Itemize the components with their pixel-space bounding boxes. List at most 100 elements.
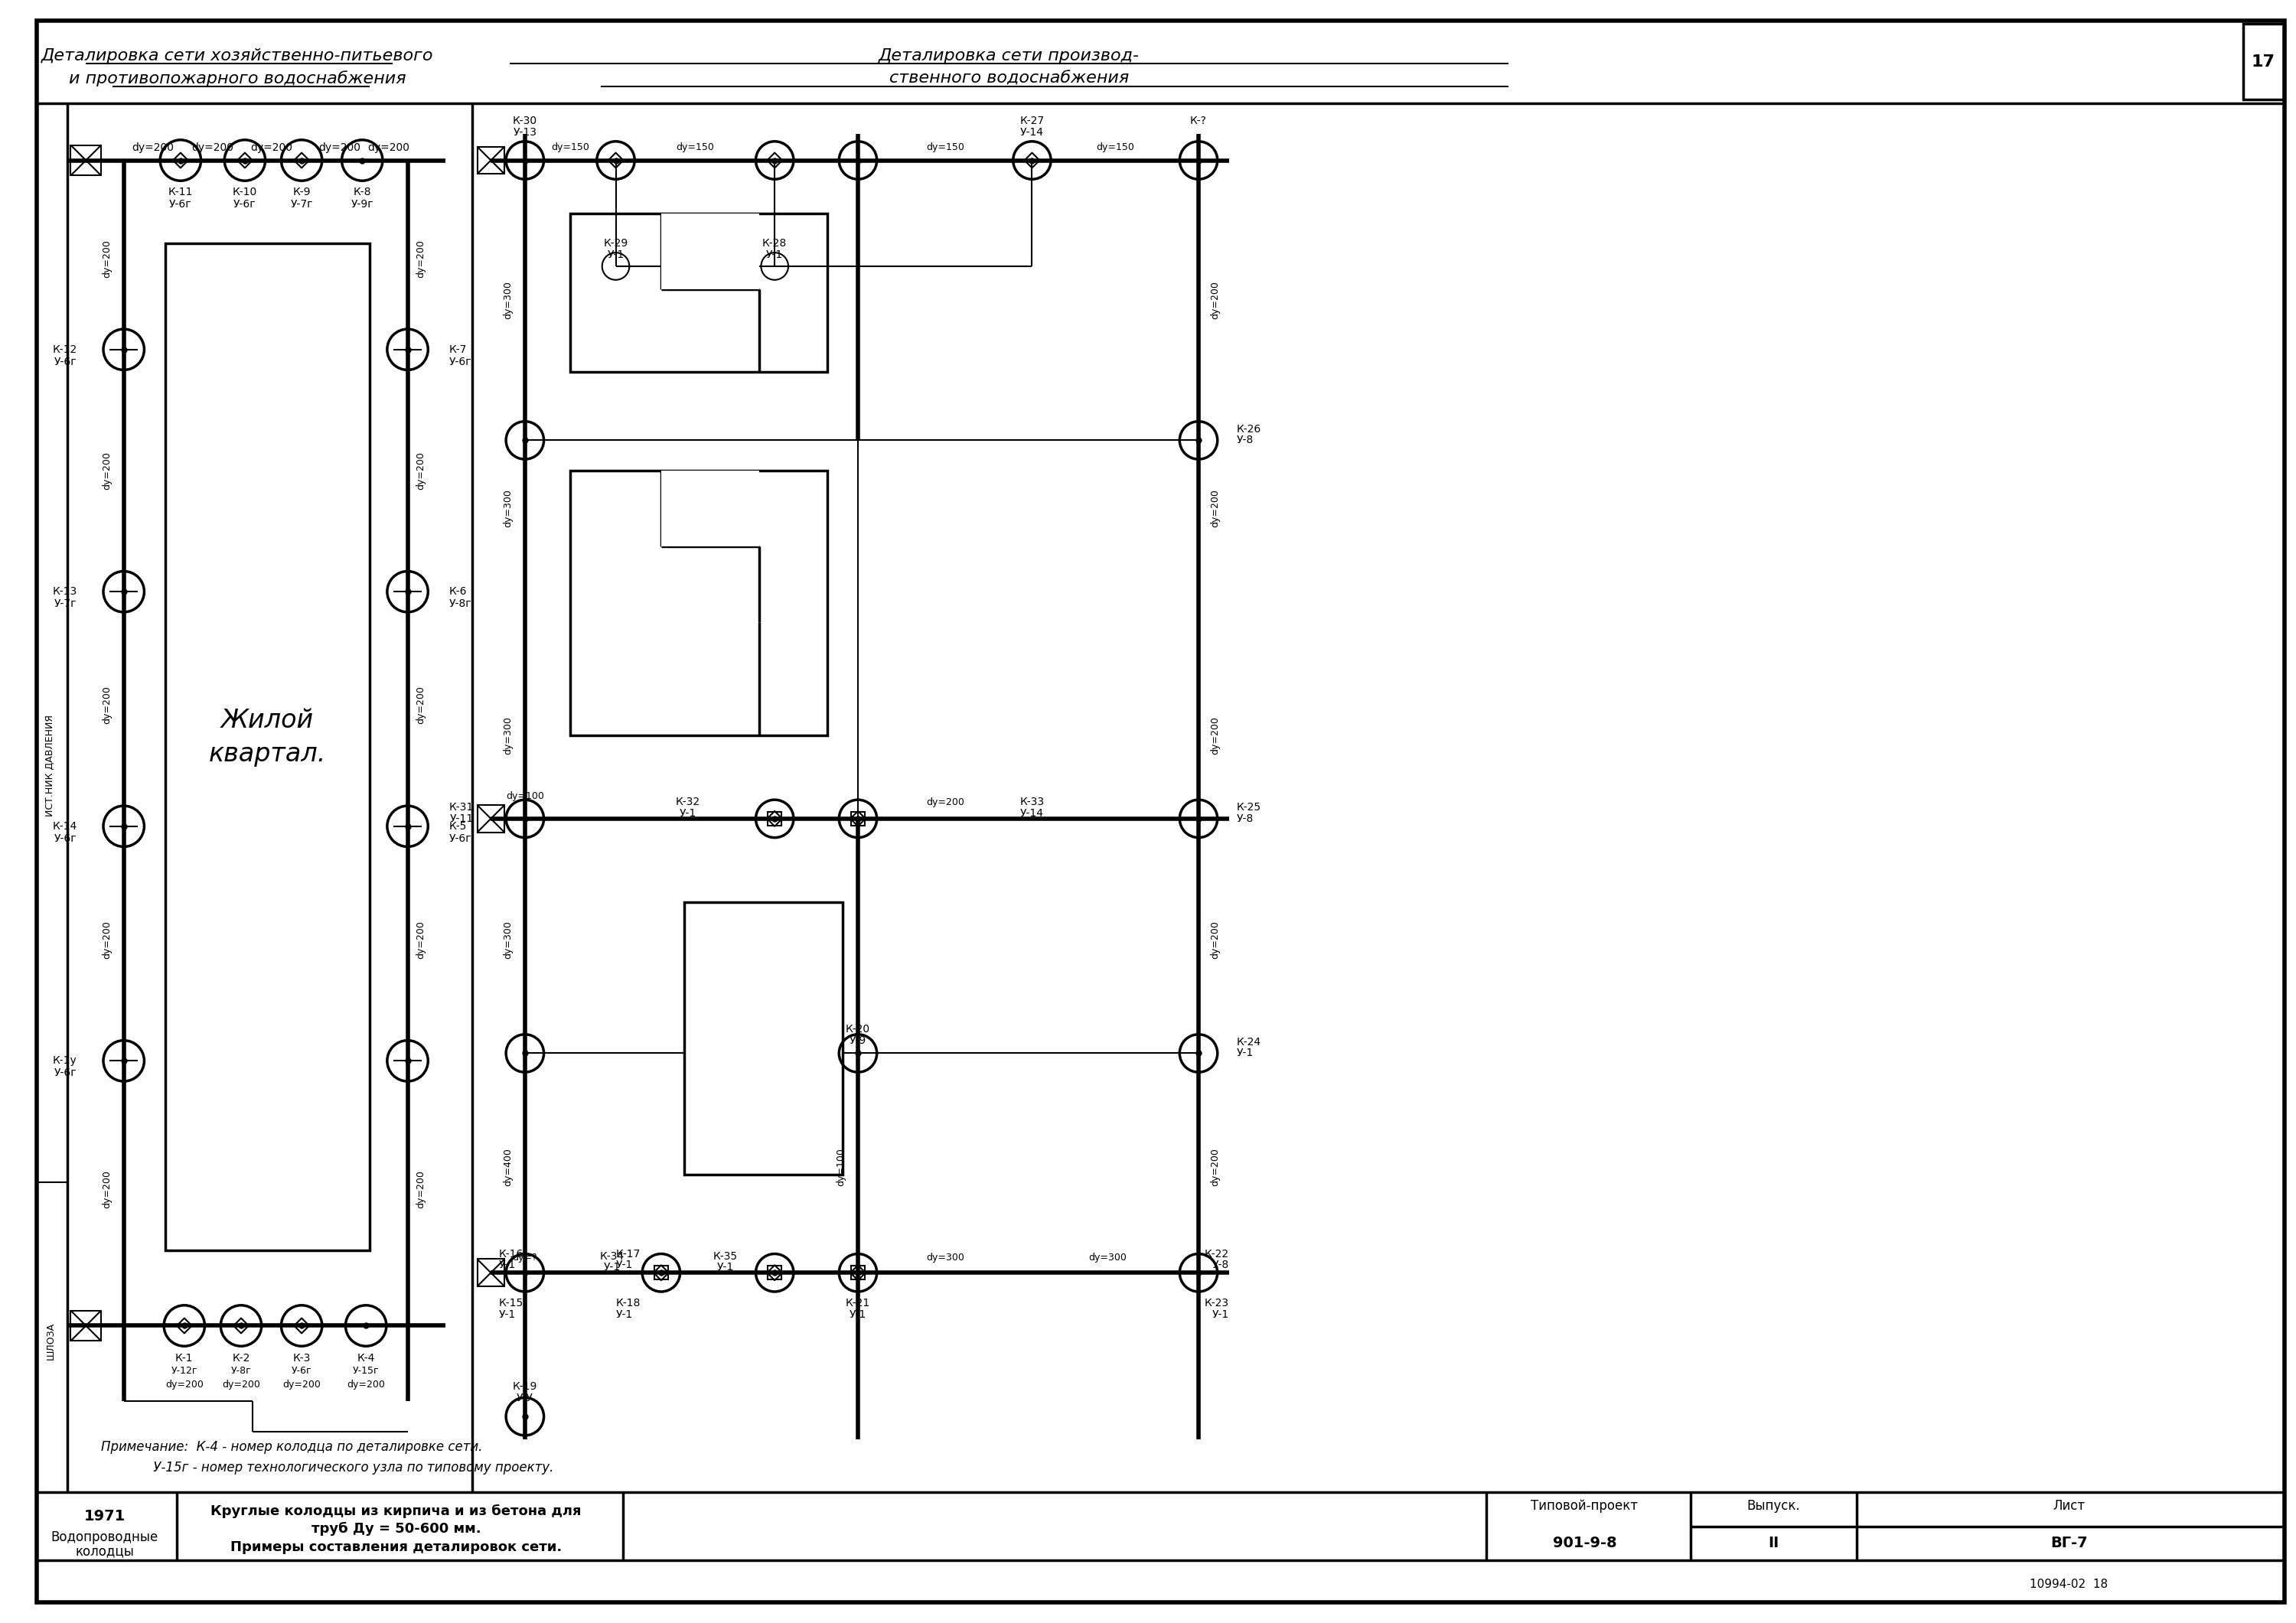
Text: У-13: У-13 — [512, 127, 537, 138]
Text: dу=200: dу=200 — [101, 1170, 113, 1209]
Text: квартал.: квартал. — [209, 742, 326, 768]
Bar — [165, 243, 370, 1250]
Text: У-У: У-У — [517, 1393, 533, 1404]
Text: dу=150: dу=150 — [551, 143, 590, 153]
Text: У-6г: У-6г — [170, 200, 193, 209]
Text: К-?: К-? — [1189, 115, 1208, 127]
Text: У-6г: У-6г — [292, 1367, 312, 1376]
Text: К-28: К-28 — [762, 239, 788, 248]
Text: колодцы: колодцы — [76, 1545, 133, 1558]
Text: У-11: У-11 — [450, 813, 473, 824]
Text: У-1: У-1 — [606, 250, 625, 260]
Text: У-14: У-14 — [1019, 808, 1045, 818]
Text: К-10: К-10 — [232, 187, 257, 198]
Text: Типовой-проект: Типовой-проект — [1531, 1500, 1637, 1513]
Text: 901-9-8: 901-9-8 — [1552, 1535, 1616, 1550]
Text: и противопожарного водоснабжения: и противопожарного водоснабжения — [69, 71, 406, 86]
Text: К-25: К-25 — [1235, 802, 1261, 813]
Text: dу=300: dу=300 — [503, 716, 514, 755]
Text: У-9г: У-9г — [351, 200, 374, 209]
Text: dу=200: dу=200 — [223, 1380, 259, 1389]
Text: dу=150: dу=150 — [675, 143, 714, 153]
Text: К-16: К-16 — [498, 1248, 523, 1259]
Text: Примечание:  К-4 - номер колодца по деталировке сети.: Примечание: К-4 - номер колодца по детал… — [101, 1440, 482, 1454]
Text: dу=200: dу=200 — [367, 143, 409, 153]
Text: dу=200: dу=200 — [101, 451, 113, 490]
Text: У-7г: У-7г — [289, 200, 312, 209]
Text: К-3: К-3 — [292, 1354, 310, 1363]
Text: У-1: У-1 — [615, 1310, 634, 1319]
Text: dу=200: dу=200 — [319, 143, 360, 153]
Text: К-34: К-34 — [599, 1251, 625, 1261]
Text: К-6: К-6 — [450, 586, 466, 597]
Text: К-31: К-31 — [448, 802, 473, 813]
Text: dу=300: dу=300 — [1088, 1253, 1127, 1263]
Text: dу=200: dу=200 — [416, 687, 425, 724]
Bar — [478, 805, 505, 833]
Text: Круглые колодцы из кирпича и из бетона для: Круглые колодцы из кирпича и из бетона д… — [211, 1505, 581, 1518]
Text: У-9: У-9 — [850, 1035, 866, 1045]
Text: У-6г: У-6г — [55, 357, 76, 367]
Bar — [852, 1266, 866, 1279]
Text: У-8: У-8 — [1212, 1259, 1228, 1271]
Text: К-26: К-26 — [1235, 424, 1261, 435]
Bar — [654, 1266, 668, 1279]
Text: dу=300: dу=300 — [503, 490, 514, 527]
Text: dу=200: dу=200 — [416, 451, 425, 490]
Bar — [852, 812, 866, 826]
Text: К-24: К-24 — [1235, 1037, 1261, 1047]
Text: У-1: У-1 — [1212, 1310, 1228, 1319]
Text: К-27: К-27 — [1019, 115, 1045, 127]
Text: dу=200: dу=200 — [165, 1380, 204, 1389]
Text: К-33: К-33 — [1019, 797, 1045, 807]
Bar — [2243, 24, 2285, 99]
Text: К-35: К-35 — [714, 1251, 737, 1261]
Text: dу=200: dу=200 — [416, 1170, 425, 1209]
Text: У-14: У-14 — [1019, 127, 1045, 138]
Text: Водопроводные: Водопроводные — [51, 1530, 158, 1545]
Text: dу=200: dу=200 — [131, 143, 174, 153]
Text: К-19: К-19 — [512, 1381, 537, 1391]
Text: dу=200: dу=200 — [250, 143, 292, 153]
Text: У-1: У-1 — [1235, 1048, 1254, 1058]
Text: У-8г: У-8г — [232, 1367, 250, 1376]
Text: У-8г: У-8г — [450, 599, 473, 609]
Text: К-5: К-5 — [450, 821, 466, 831]
Text: К-29: К-29 — [604, 239, 629, 248]
Text: К-23: К-23 — [1203, 1298, 1228, 1308]
Text: dу=200: dу=200 — [191, 143, 234, 153]
Text: К-11: К-11 — [168, 187, 193, 198]
Text: К-20: К-20 — [845, 1024, 870, 1034]
Text: ственного водоснабжения: ственного водоснабжения — [889, 71, 1130, 86]
Text: dу=300: dу=300 — [503, 920, 514, 959]
Text: У-1: У-1 — [498, 1259, 514, 1271]
Text: dу=200: dу=200 — [416, 240, 425, 278]
Text: dу=200: dу=200 — [1210, 716, 1219, 755]
Text: У-6г: У-6г — [450, 357, 473, 367]
Bar — [684, 902, 843, 1175]
Text: труб Ду = 50-600 мм.: труб Ду = 50-600 мм. — [312, 1522, 482, 1535]
Bar — [71, 1311, 101, 1341]
Bar — [71, 144, 101, 175]
Text: К-1: К-1 — [174, 1354, 193, 1363]
Text: У-1: У-1 — [850, 1310, 866, 1319]
Text: К-8: К-8 — [354, 187, 372, 198]
Text: dу=150: dу=150 — [925, 143, 964, 153]
Text: 1971: 1971 — [85, 1509, 126, 1524]
Text: У-15г: У-15г — [354, 1367, 379, 1376]
Text: К-32: К-32 — [675, 797, 700, 807]
Text: dу=300: dу=300 — [925, 1253, 964, 1263]
Bar — [478, 146, 505, 174]
Text: ИСТ.НИК ДАВЛЕНИЯ: ИСТ.НИК ДАВЛЕНИЯ — [46, 714, 55, 816]
Text: К-13: К-13 — [53, 586, 76, 597]
Bar — [37, 1182, 67, 1492]
Text: dу=200: dу=200 — [282, 1380, 321, 1389]
Text: К-22: К-22 — [1203, 1248, 1228, 1259]
Text: Деталировка сети производ-: Деталировка сети производ- — [879, 49, 1139, 63]
Text: К-18: К-18 — [615, 1298, 641, 1308]
Text: У-15г - номер технологического узла по типовому проекту.: У-15г - номер технологического узла по т… — [101, 1461, 553, 1475]
Text: dу=200: dу=200 — [101, 240, 113, 278]
Text: Примеры составления деталировок сети.: Примеры составления деталировок сети. — [230, 1540, 563, 1555]
Text: У-1: У-1 — [604, 1263, 620, 1272]
Text: У-1: У-1 — [716, 1263, 735, 1272]
